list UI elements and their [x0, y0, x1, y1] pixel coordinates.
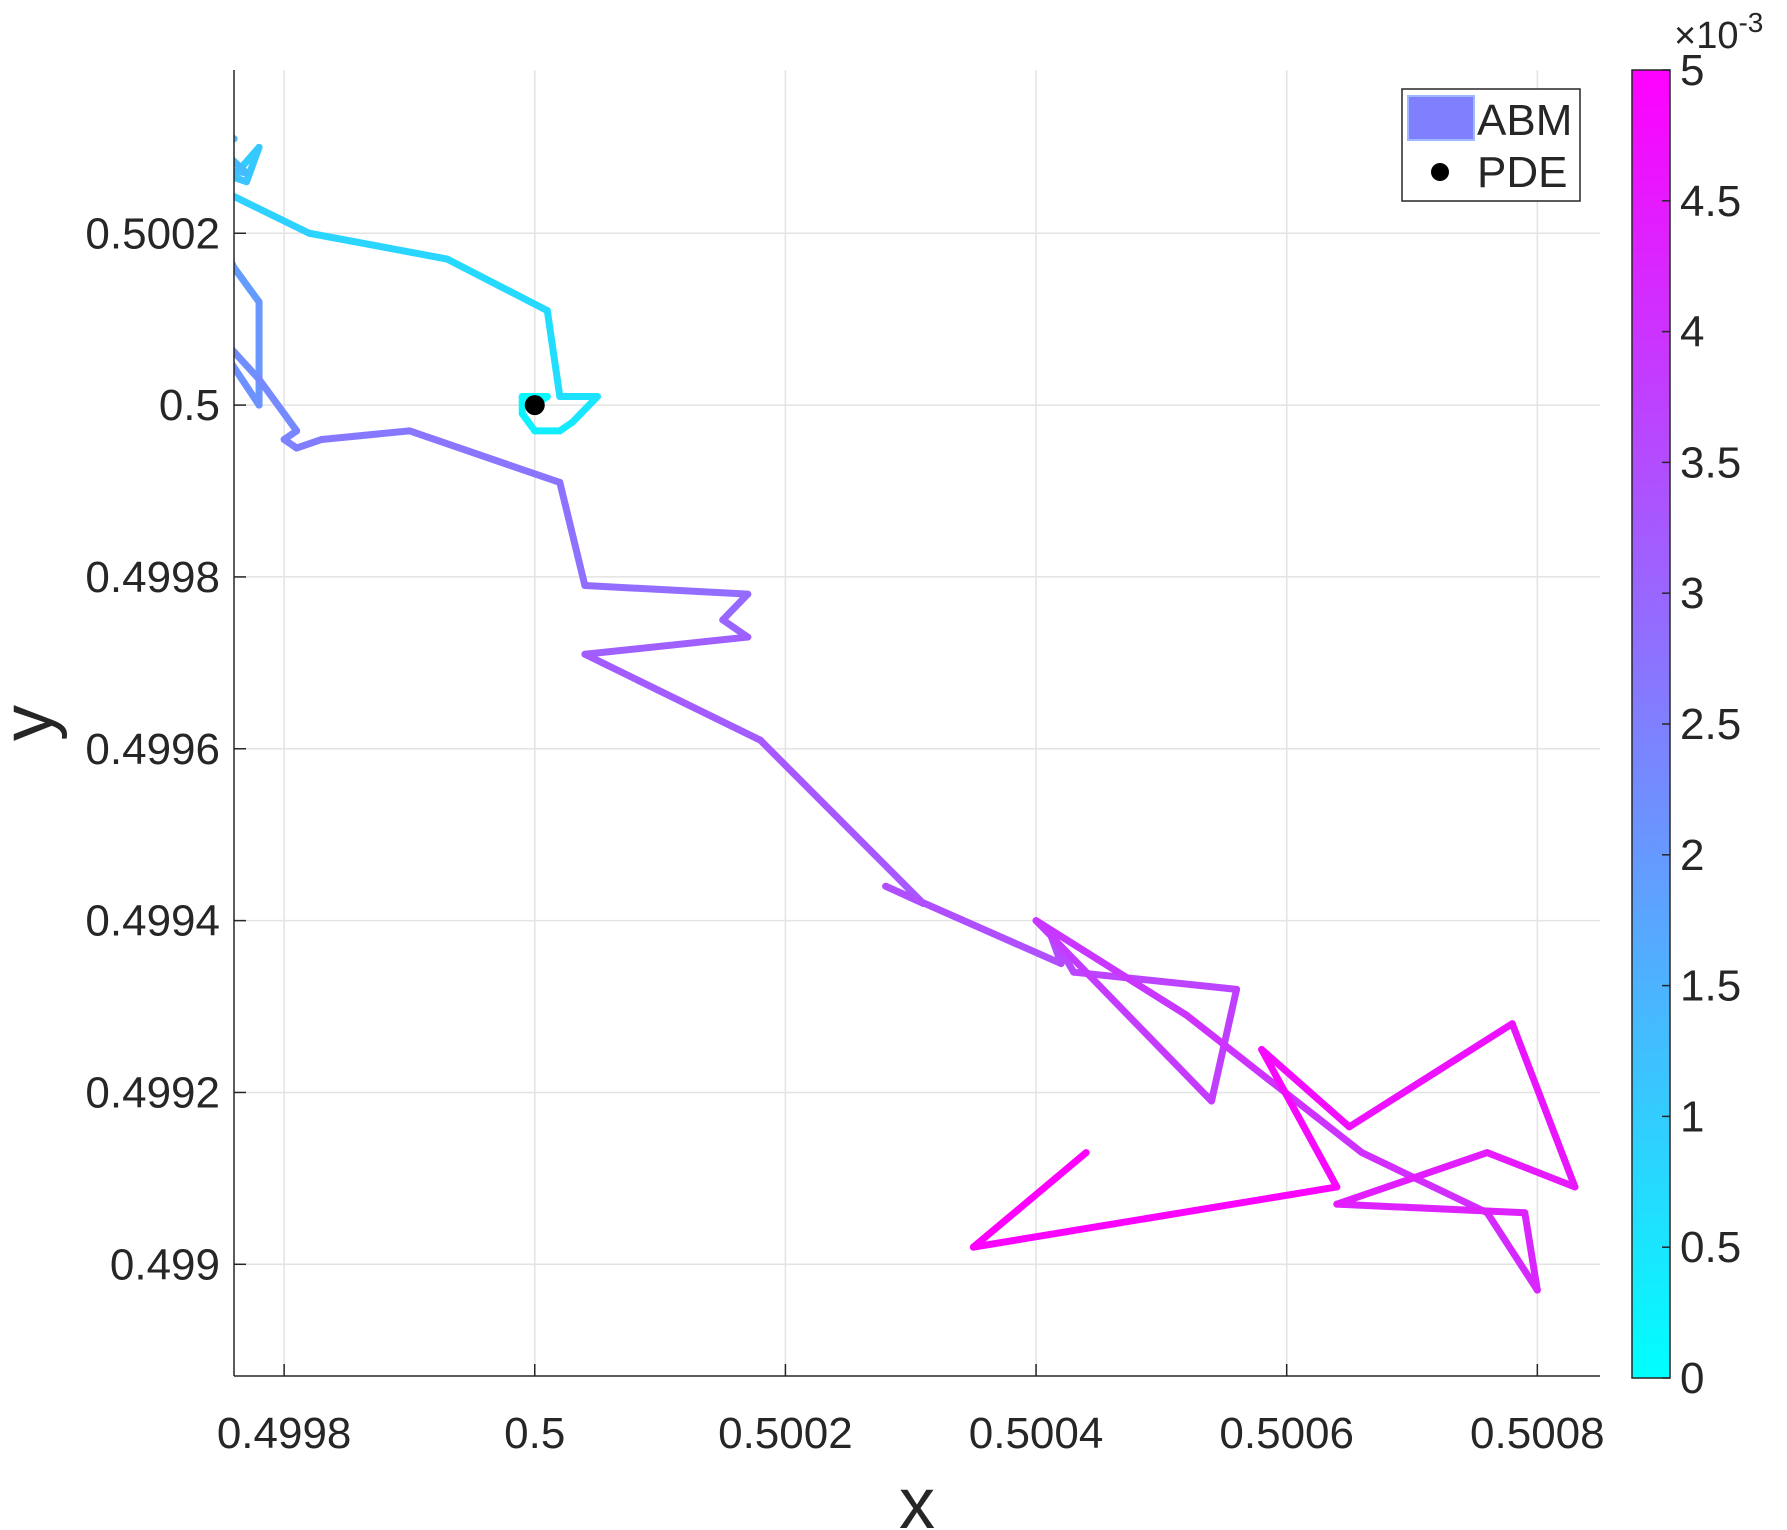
abm-segment [1358, 1149, 1491, 1217]
y-tick-label: 0.5002 [85, 209, 220, 258]
abm-segment [969, 1149, 1090, 1251]
abm-segment [59, 113, 147, 130]
abm-segment [234, 360, 263, 409]
plot-area [59, 104, 1579, 1294]
abm-segment [234, 156, 251, 177]
abm-segment [318, 427, 413, 443]
abm-segment [518, 410, 539, 435]
abm-segment [1258, 1046, 1341, 1191]
colorbar-tick-label: 0 [1680, 1354, 1704, 1403]
y-tick-label: 0.4998 [85, 553, 220, 602]
colorbar-tick-label: 3 [1680, 569, 1704, 618]
abm-segment [234, 134, 238, 143]
abm-segment [581, 633, 752, 658]
colorbar-tick-label: 3.5 [1680, 438, 1741, 487]
abm-segment [305, 229, 451, 263]
legend-abm-label: ABM [1477, 96, 1572, 145]
colorbar-ticks: 0 0.5 1 1.5 2 2.5 3 3.5 4 4.5 5 [1631, 46, 1741, 1403]
abm-segment [719, 590, 752, 624]
legend-pde-label: PDE [1477, 148, 1567, 197]
abm-segment [882, 882, 1065, 968]
x-ticks: 0.4998 0.5 0.5002 0.5004 0.5006 0.5008 [217, 1364, 1605, 1458]
abm-segment [234, 192, 313, 237]
legend-pde-marker [1431, 163, 1449, 181]
colorbar-frame [1631, 69, 1671, 1379]
colorbar-exponent: ×10-3 [1674, 7, 1763, 57]
x-tick-label: 0.5006 [1219, 1409, 1354, 1458]
pde-series [524, 395, 545, 416]
pde-point [524, 395, 545, 416]
abm-segment [234, 346, 263, 383]
abm-segment [1032, 917, 1190, 1019]
abm-series [59, 104, 1579, 1294]
x-tick-label: 0.5008 [1470, 1409, 1605, 1458]
abm-segment [243, 143, 263, 186]
abm-segment [1333, 1200, 1529, 1217]
abm-segment [1333, 1149, 1491, 1208]
y-tick-label: 0.4992 [85, 1068, 220, 1117]
abm-segment [293, 435, 326, 452]
abm-segment [1182, 1011, 1366, 1157]
y-tick-label: 0.4994 [85, 897, 220, 946]
abm-segment [568, 393, 601, 426]
x-tick-label: 0.4998 [217, 1409, 352, 1458]
legend-abm-swatch [1407, 95, 1475, 141]
axes [233, 70, 1600, 1377]
abm-segment [1521, 1209, 1541, 1294]
abm-segment [1483, 1149, 1579, 1191]
abm-segment [543, 307, 564, 400]
colorbar-tick-label: 2 [1680, 831, 1704, 880]
x-tick-label: 0.5002 [718, 1409, 853, 1458]
abm-segment [1345, 1020, 1516, 1131]
colorbar-tick-label: 1.5 [1680, 962, 1741, 1011]
colorbar-exponent-base: ×10 [1674, 15, 1738, 57]
abm-segment [234, 173, 251, 186]
colorbar: 0 0.5 1 1.5 2 2.5 3 3.5 4 4.5 5 ×10-3 [1631, 7, 1763, 1403]
y-tick-label: 0.4996 [85, 725, 220, 774]
y-tick-label: 0.499 [110, 1240, 220, 1289]
abm-segment [1258, 1046, 1353, 1131]
abm-segment [1070, 968, 1241, 993]
colorbar-tick-label: 0.5 [1680, 1223, 1741, 1272]
colorbar-tick-label: 5 [1680, 46, 1704, 95]
x-axis-label: x [899, 1464, 935, 1530]
abm-segment [255, 375, 301, 435]
abm-segment [1483, 1209, 1541, 1294]
abm-segment [756, 736, 927, 907]
abm-segment [443, 255, 551, 315]
abm-segment [1508, 1020, 1579, 1191]
abm-segment [234, 167, 251, 177]
colorbar-tick-label: 2.5 [1680, 700, 1741, 749]
colorbar-tick-label: 4.5 [1680, 177, 1741, 226]
y-axis-label: y [0, 705, 68, 741]
abm-segment [84, 104, 97, 121]
colorbar-tick-label: 4 [1680, 308, 1704, 357]
x-tick-label: 0.5004 [969, 1409, 1104, 1458]
abm-segment [234, 264, 263, 306]
y-tick-label: 0.5 [159, 381, 220, 430]
x-tick-label: 0.5 [504, 1409, 565, 1458]
abm-segment [234, 135, 238, 143]
abm-segment [969, 1183, 1341, 1251]
abm-segment [405, 427, 564, 486]
abm-segment [1032, 917, 1216, 1105]
abm-segment [581, 582, 752, 598]
colorbar-tick-label: 1 [1680, 1092, 1704, 1141]
legend: ABM PDE [1401, 88, 1581, 202]
grid [234, 70, 1600, 1376]
abm-segment [84, 104, 197, 190]
abm-segment [581, 650, 764, 744]
colorbar-exponent-power: -3 [1738, 7, 1763, 38]
y-ticks: 0.499 0.4992 0.4994 0.4996 0.4998 0.5 0.5002 [85, 209, 246, 1289]
abm-segment [556, 478, 589, 590]
abm-segment [96, 113, 146, 122]
